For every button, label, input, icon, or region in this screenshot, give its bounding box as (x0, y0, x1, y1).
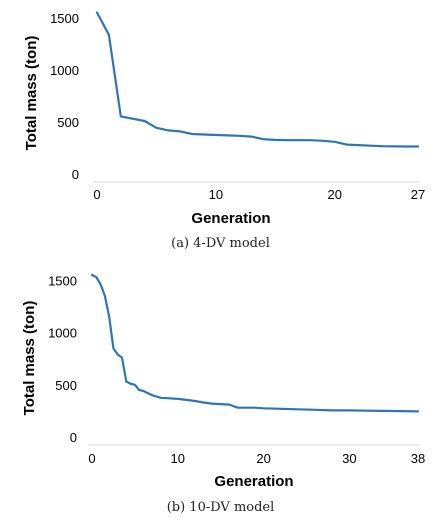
chart-b-xlabel: Generation (214, 473, 293, 490)
chart-a-marks: 0 10 20 27 0 500 1000 1500 (50, 11, 425, 202)
chart-b-y-tick-label: 1000 (48, 326, 77, 341)
chart-b-series-line (90, 273, 420, 413)
chart-a: 0 10 20 27 0 500 1000 1500 Generation Total mas… (0, 0, 441, 262)
chart-a-y-tick-label: 0 (72, 167, 79, 182)
chart-a-plot: 0 10 20 27 0 500 1000 1500 Generation Total mas… (23, 11, 425, 227)
chart-a-series-line (95, 11, 420, 148)
chart-a-caption: (a) 4-DV model (171, 236, 270, 251)
chart-a-x-tick-label: 10 (209, 187, 223, 202)
chart-a-y-tick-label: 1000 (50, 63, 79, 78)
chart-b-x-tick-label: 30 (342, 451, 356, 466)
chart-b-y-tick-label: 1500 (48, 273, 77, 288)
chart-b-plot: 0 10 20 30 38 0 500 1000 1500 Generation Total m… (21, 273, 425, 490)
chart-b-ylabel: Total mass (ton) (21, 301, 38, 416)
chart-b-marks: 0 10 20 30 38 0 500 1000 1500 (48, 273, 425, 466)
chart-b-y-tick-label: 500 (55, 378, 77, 393)
chart-b-y-tick-label: 0 (70, 430, 77, 445)
chart-b-x-tick-label: 38 (411, 451, 425, 466)
chart-a-ylabel: Total mass (ton) (23, 36, 40, 151)
chart-b: 0 10 20 30 38 0 500 1000 1500 Generation Total m… (0, 262, 441, 525)
chart-b-caption: (b) 10-DV model (166, 500, 275, 515)
chart-b-x-tick-label: 0 (88, 451, 95, 466)
chart-a-y-tick-label: 1500 (50, 11, 79, 26)
chart-a-y-tick-label: 500 (57, 115, 79, 130)
chart-a-xlabel: Generation (191, 210, 270, 227)
chart-b-x-tick-label: 20 (256, 451, 270, 466)
chart-b-x-tick-label: 10 (171, 451, 185, 466)
chart-a-x-tick-label: 27 (411, 187, 425, 202)
chart-a-x-tick-label: 20 (328, 187, 342, 202)
chart-a-x-tick-label: 0 (93, 187, 100, 202)
